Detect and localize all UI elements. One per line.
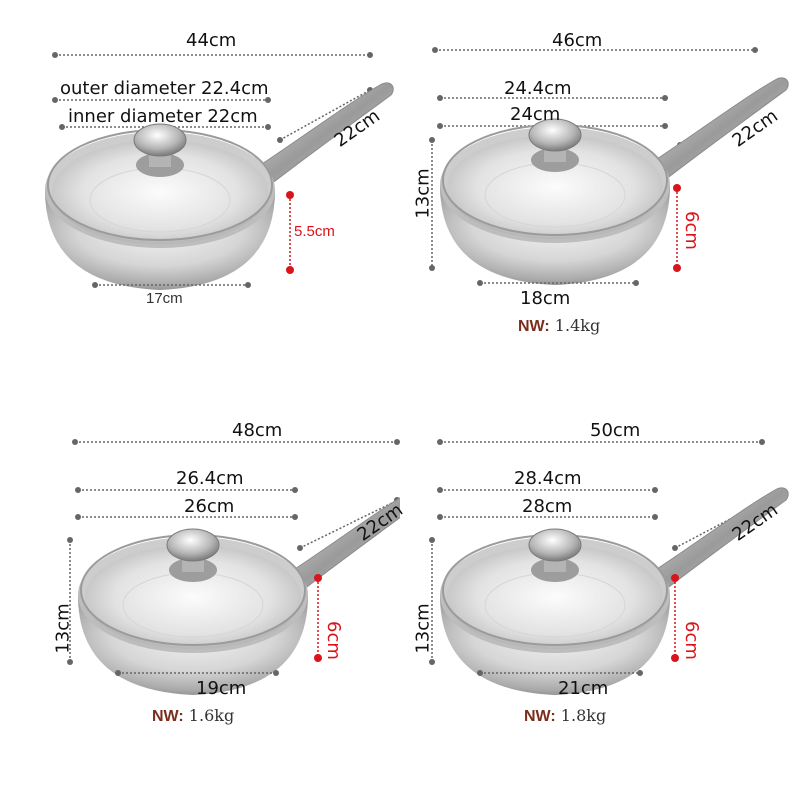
inner-diameter-label: 28cm [522,496,573,517]
inner-diameter-label: inner diameter 22cm [68,106,258,127]
pan-panel-1: 44cm outer diameter 22.4cm inner diamete… [0,0,400,400]
height-label: 13cm [412,168,434,219]
outer-diameter-label: outer diameter 22.4cm [60,78,269,99]
depth-label: 6cm [680,621,702,660]
pan-illustration [429,47,790,286]
length-label: 44cm [186,30,237,51]
inner-diameter-label: 26cm [184,496,235,517]
outer-diameter-label: 24.4cm [504,78,572,99]
net-weight-value: 1.6kg [188,706,235,725]
depth-label: 5.5cm [294,223,335,240]
length-label: 50cm [590,420,641,441]
net-weight: NW: 1.4kg [518,316,600,336]
base-diameter-label: 17cm [146,290,183,307]
base-diameter-label: 21cm [558,678,609,699]
net-weight: NW: 1.6kg [152,706,234,726]
inner-diameter-label: 24cm [510,104,561,125]
base-diameter-label: 18cm [520,288,571,309]
pan-panel-3: 48cm 26.4cm 26cm 22cm 13cm 6cm 19cm NW: … [0,400,407,800]
outer-diameter-label: 28.4cm [514,468,582,489]
length-label: 46cm [552,30,603,51]
pan-illustration [44,52,395,291]
net-weight-value: 1.4kg [554,316,601,335]
net-weight-label: NW: [524,708,556,725]
pan-illustration [67,439,400,696]
depth-label: 6cm [322,621,344,660]
pan-panel-4: 50cm 28.4cm 28cm 22cm 13cm 6cm 21cm NW: … [400,400,800,800]
net-weight-value: 1.8kg [560,706,607,725]
net-weight-label: NW: [152,708,184,725]
height-label: 13cm [412,603,434,654]
base-diameter-label: 19cm [196,678,247,699]
depth-label: 6cm [680,211,702,250]
pan-panel-2: 46cm 24.4cm 24cm 22cm 13cm 6cm 18cm NW: … [400,0,800,400]
outer-diameter-label: 26.4cm [176,468,244,489]
height-label: 13cm [52,603,74,654]
length-label: 48cm [232,420,283,441]
net-weight: NW: 1.8kg [524,706,606,726]
net-weight-label: NW: [518,318,550,335]
pan-illustration [429,439,790,696]
